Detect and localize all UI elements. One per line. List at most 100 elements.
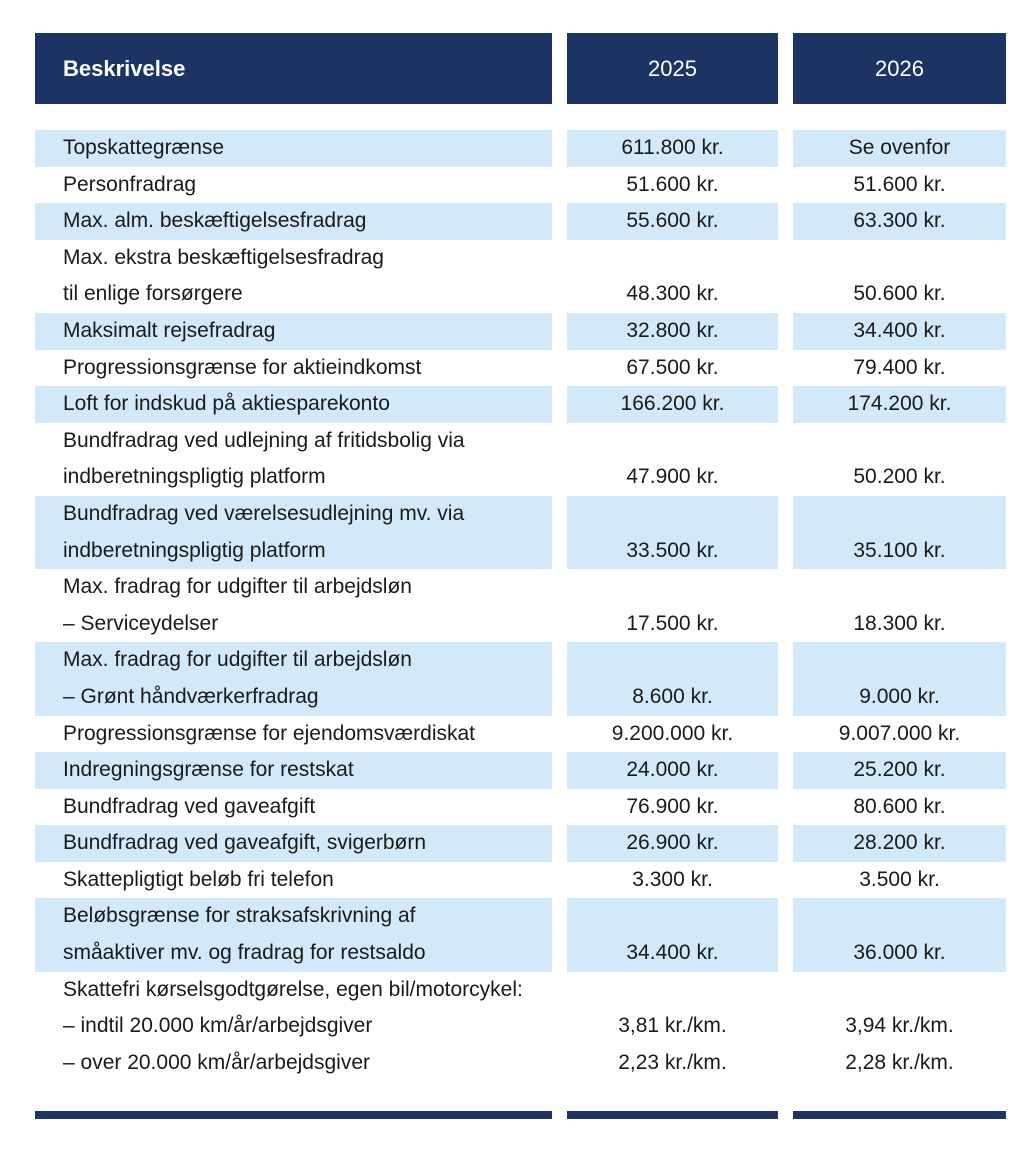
value-line: 17.500 kr.	[626, 611, 719, 635]
value-line: Se ovenfor	[848, 136, 951, 159]
value-cell-2025: 26.900 kr.	[567, 825, 778, 862]
value-line: 51.600 kr.	[626, 172, 719, 196]
value-line: 3,94 kr./km.	[845, 1014, 954, 1038]
value-cell-2026: 174.200 kr.	[793, 386, 1006, 423]
value-line: 2,23 kr./km.	[618, 1050, 727, 1074]
table-row: Progressionsgrænse for aktieindkomst 67.5…	[35, 350, 1006, 387]
description-line: Bundfradrag ved værelsesudlejning mv. vi…	[63, 501, 465, 525]
description-cell: Progressionsgrænse for ejendomsværdiskat	[35, 716, 552, 753]
description-cell: Bundfradrag ved udlejning af fritidsboli…	[35, 423, 552, 496]
value-cell-2026: 79.400 kr.	[793, 350, 1006, 387]
value-line: 25.200 kr.	[853, 758, 946, 782]
value-cell-2026: 3,94 kr./km. 2,28 kr./km.	[793, 972, 1006, 1082]
value-cell-2025: 8.600 kr.	[567, 642, 778, 716]
column-header-2025: 2025	[567, 33, 778, 104]
description-line: Max. alm. beskæftigelsesfradrag	[63, 209, 367, 233]
value-line: 80.600 kr.	[853, 794, 946, 818]
value-line: 3.300 kr.	[632, 867, 713, 891]
description-line: Skattepligtigt beløb fri telefon	[63, 867, 334, 891]
description-cell: Max. ekstra beskæftigelsesfradrag til enl…	[35, 240, 552, 313]
value-line: 67.500 kr.	[626, 355, 719, 379]
description-cell: Loft for indskud på aktiesparekonto	[35, 386, 552, 423]
value-line: 9.007.000 kr.	[838, 721, 961, 745]
value-line	[793, 569, 1006, 606]
value-cell-2026: 3.500 kr.	[793, 862, 1006, 899]
value-cell-2026: Se ovenfor	[793, 130, 1006, 167]
value-cell-2025: 47.900 kr.	[567, 423, 778, 496]
table-row: Max. ekstra beskæftigelsesfradrag til enl…	[35, 240, 1006, 313]
value-cell-2026: 35.100 kr.	[793, 495, 1006, 570]
description-line: Bundfradrag ved gaveafgift, svigerbørn	[63, 831, 427, 855]
table-row: Skattefri kørselsgodtgørelse, egen bil/m…	[35, 972, 1006, 1082]
value-line	[567, 972, 778, 1009]
description-cell: Personfradrag	[35, 167, 552, 204]
value-line: 47.900 kr.	[626, 465, 719, 489]
description-line: Maksimalt rejsefradrag	[63, 318, 276, 342]
value-cell-2025: 17.500 kr.	[567, 569, 778, 642]
table-row: Indregningsgrænse for restskat 24.000 kr.…	[35, 752, 1006, 789]
description-cell: Indregningsgrænse for restskat	[35, 752, 552, 789]
description-line: Bundfradrag ved udlejning af fritidsboli…	[63, 428, 465, 452]
table-body: Topskattegrænse 611.800 kr. Se ovenfor Pers…	[35, 130, 1006, 1081]
table-row: Topskattegrænse 611.800 kr. Se ovenfor	[35, 130, 1006, 167]
description-line: Indregningsgrænse for restskat	[63, 758, 354, 782]
value-line: 34.400 kr.	[853, 318, 946, 342]
description-line: – over 20.000 km/år/arbejdsgiver	[63, 1050, 370, 1074]
description-cell: Topskattegrænse	[35, 130, 552, 167]
table-row: Personfradrag 51.600 kr. 51.600 kr.	[35, 167, 1006, 204]
value-cell-2026: 25.200 kr.	[793, 752, 1006, 789]
value-cell-2025: 48.300 kr.	[567, 240, 778, 313]
value-cell-2026: 34.400 kr.	[793, 312, 1006, 350]
value-cell-2026: 9.007.000 kr.	[793, 716, 1006, 753]
description-cell: Bundfradrag ved gaveafgift, svigerbørn	[35, 825, 552, 862]
value-cell-2025: 32.800 kr.	[567, 312, 778, 350]
value-cell-2025: 166.200 kr.	[567, 386, 778, 423]
value-line: 166.200 kr.	[620, 392, 725, 416]
description-line: Skattefri kørselsgodtgørelse, egen bil/m…	[63, 977, 523, 1001]
table-row: Bundfradrag ved gaveafgift, svigerbørn 26…	[35, 825, 1006, 862]
description-cell: Skattefri kørselsgodtgørelse, egen bil/m…	[35, 972, 552, 1082]
value-line: 3.500 kr.	[859, 867, 940, 891]
value-cell-2025: 611.800 kr.	[567, 130, 778, 167]
footer-bar-2025	[567, 1111, 778, 1120]
description-cell: Bundfradrag ved gaveafgift	[35, 789, 552, 826]
value-line: 28.200 kr.	[853, 831, 946, 855]
table-footer-bars	[35, 1111, 1006, 1120]
description-line: – indtil 20.000 km/år/arbejdsgiver	[63, 1014, 373, 1038]
description-line: indberetningspligtig platform	[63, 538, 326, 562]
description-line: Max. fradrag for udgifter til arbejdsløn	[63, 575, 412, 599]
value-line	[793, 972, 1006, 1009]
description-cell: Max. fradrag for udgifter til arbejdsløn…	[35, 569, 552, 642]
description-line: Max. ekstra beskæftigelsesfradrag	[63, 245, 384, 269]
table-row: Skattepligtigt beløb fri telefon 3.300 kr…	[35, 862, 1006, 899]
value-cell-2025: 33.500 kr.	[567, 495, 778, 570]
value-line: 63.300 kr.	[853, 209, 946, 233]
value-line: 79.400 kr.	[853, 355, 946, 379]
value-line: 36.000 kr.	[853, 941, 946, 965]
table-row: Max. fradrag for udgifter til arbejdsløn…	[35, 642, 1006, 716]
value-cell-2025: 24.000 kr.	[567, 752, 778, 789]
description-cell: Progressionsgrænse for aktieindkomst	[35, 350, 552, 387]
value-line	[567, 240, 778, 277]
value-cell-2025: 34.400 kr.	[567, 898, 778, 972]
value-line	[567, 898, 778, 935]
value-cell-2025: 3,81 kr./km. 2,23 kr./km.	[567, 972, 778, 1082]
value-line: 2,28 kr./km.	[845, 1050, 954, 1074]
value-cell-2025: 9.200.000 kr.	[567, 716, 778, 753]
value-cell-2025: 3.300 kr.	[567, 862, 778, 899]
description-line: indberetningspligtig platform	[63, 465, 326, 489]
value-cell-2026: 51.600 kr.	[793, 167, 1006, 204]
value-line: 18.300 kr.	[853, 611, 946, 635]
value-line: 33.500 kr.	[626, 538, 719, 562]
value-cell-2025: 67.500 kr.	[567, 350, 778, 387]
description-cell: Beløbsgrænse for straksafskrivning af små…	[35, 898, 552, 972]
value-cell-2026: 36.000 kr.	[793, 898, 1006, 972]
description-line: – Grønt håndværkerfradrag	[63, 684, 319, 708]
value-line: 24.000 kr.	[626, 758, 719, 782]
table-row: Loft for indskud på aktiesparekonto 166.2…	[35, 386, 1006, 423]
value-line	[567, 642, 778, 679]
value-line: 9.200.000 kr.	[611, 721, 734, 745]
description-cell: Bundfradrag ved værelsesudlejning mv. vi…	[35, 495, 552, 570]
footer-bar-beskrivelse	[35, 1111, 552, 1120]
value-line: 26.900 kr.	[626, 831, 719, 855]
